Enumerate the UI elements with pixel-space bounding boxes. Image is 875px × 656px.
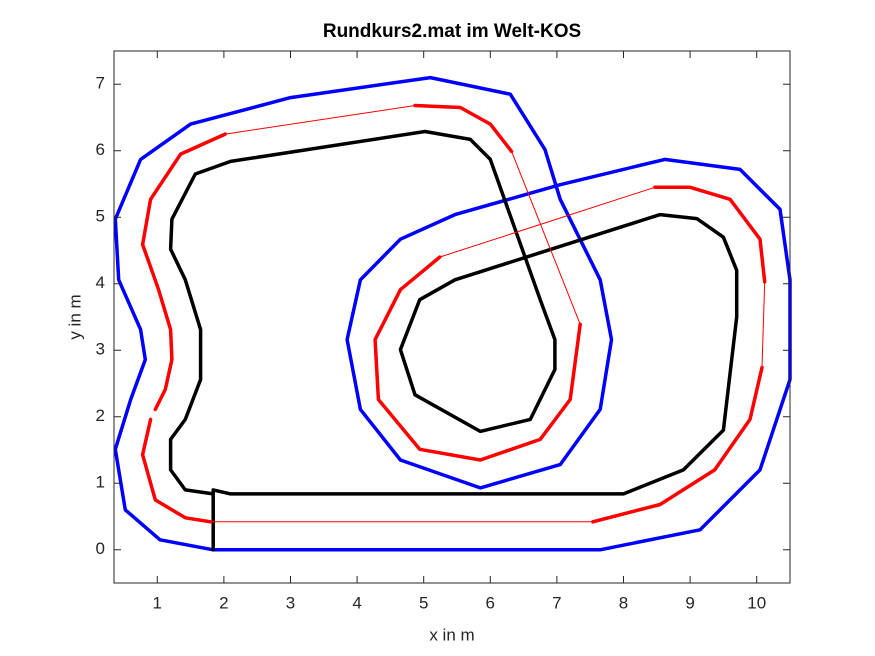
- y-tick-label: 4: [96, 273, 105, 292]
- track-line: [653, 185, 767, 284]
- axes-box: [113, 50, 791, 584]
- track-line: [210, 105, 766, 523]
- x-axis-label: x in m: [429, 625, 474, 644]
- track-line: [591, 365, 764, 524]
- x-tick-label: 7: [552, 593, 561, 612]
- x-tick-label: 3: [286, 593, 295, 612]
- track-line: [140, 417, 213, 524]
- y-tick-label: 6: [96, 140, 105, 159]
- y-tick-label: 0: [96, 539, 105, 558]
- x-tick-label: 9: [685, 593, 694, 612]
- y-tick-label: 7: [96, 74, 105, 93]
- track-line: [168, 129, 739, 552]
- x-tick-label: 2: [219, 593, 228, 612]
- chart-title: Rundkurs2.mat im Welt-KOS: [323, 21, 581, 42]
- y-tick-label: 5: [96, 207, 105, 226]
- x-tick-label: 6: [486, 593, 495, 612]
- track-line: [373, 255, 582, 462]
- y-tick-label: 3: [96, 340, 105, 359]
- x-tick-label: 1: [153, 593, 162, 612]
- track-line: [140, 132, 227, 412]
- x-tick-label: 8: [619, 593, 628, 612]
- track-line: [113, 75, 792, 552]
- y-axis-label: y in m: [65, 294, 84, 339]
- track-line: [413, 103, 514, 154]
- x-tick-label: 4: [352, 593, 361, 612]
- y-tick-label: 2: [96, 406, 105, 425]
- plot-area: [114, 51, 790, 583]
- x-tick-label: 10: [747, 593, 766, 612]
- y-tick-label: 1: [96, 473, 105, 492]
- x-tick-label: 5: [419, 593, 428, 612]
